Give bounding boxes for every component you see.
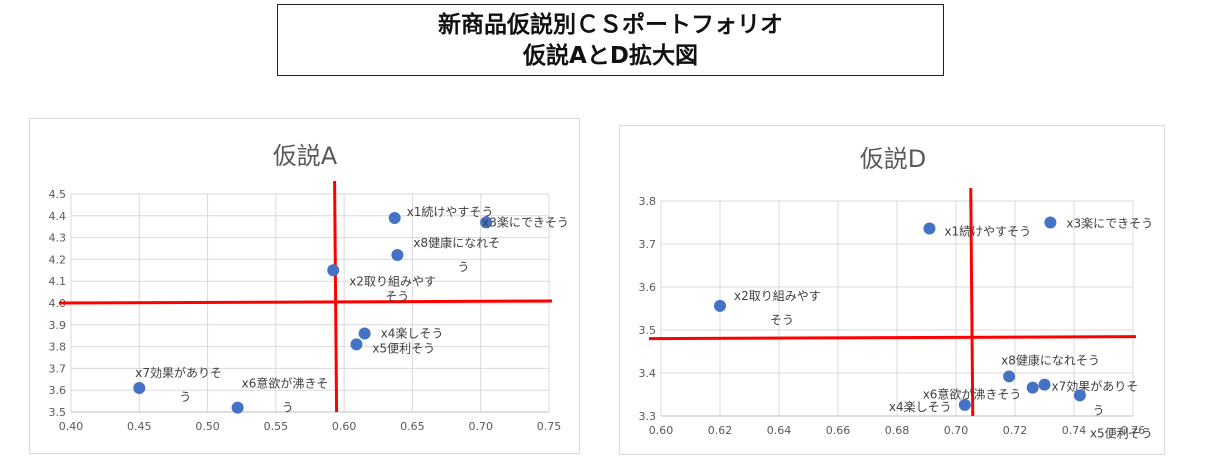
a-point-label: う [457,260,469,274]
a-point-label: x4楽しそう [381,327,444,341]
a-point-label: x1続けやすそう [407,205,494,219]
d-point-label: x5便利そう [1090,426,1153,440]
d-x-tick-label: 0.72 [1003,424,1028,437]
main-title-line2: 仮説AとD拡大図 [523,43,698,69]
chart-d-svg: 仮説D 3.3 3.4 3.5 3.6 3.7 3.8 0.60 0.62 0.64 0.66 0.6… [639,145,1154,440]
a-chart-title: 仮説A [273,142,338,170]
d-y-tick-label: 3.5 [639,324,657,337]
d-data-point [1026,381,1039,394]
a-point-label: x5便利そう [372,341,435,355]
d-data-point [958,398,971,411]
a-point-label: う [282,401,294,415]
a-y-tick-label: 4.5 [49,188,67,201]
a-data-point [133,382,146,395]
a-y-tick-label: 3.6 [49,384,67,397]
d-data-point [1003,370,1016,383]
d-y-tick-label: 3.4 [639,367,657,380]
d-data-point [1073,389,1086,402]
chart-a-svg: 仮説A 3.5 3.6 3.7 3.8 3.9 4.0 4.1 4.2 4.3 4.4 4.5 0.40… [49,142,569,433]
d-point-label: x1続けやすそう [944,225,1031,239]
a-x-tick-label: 0.60 [332,420,357,433]
a-y-tick-label: 4.3 [49,232,67,245]
a-data-point [231,401,244,414]
d-data-point [1044,216,1057,229]
a-y-tick-label: 4.4 [49,210,67,223]
a-x-tick-label: 0.55 [264,420,289,433]
a-point-label: x7効果がありそ [135,365,222,380]
d-y-tick-label: 3.8 [639,195,657,208]
d-point-label: x6意欲が沸きそう [923,387,1022,402]
main-title-box: 新商品仮説別ＣＳポートフォリオ 仮説AとD拡大図 [277,4,944,76]
a-point-label: x2取り組みやす [349,274,436,288]
a-data-point [480,216,493,229]
d-crosshair-vertical [969,187,975,417]
d-x-tick-label: 0.68 [885,424,910,437]
d-point-label: x2取り組みやす [734,289,821,303]
a-point-label: x8健康になれそ [413,235,500,250]
a-y-tick-label: 4.2 [49,253,67,266]
d-crosshair-horizontal [648,335,1137,341]
a-data-point [327,264,340,277]
a-point-label: そう [385,289,409,303]
d-point-label: う [1093,404,1105,418]
a-x-tick-label: 0.70 [468,420,493,433]
chart-hypothesis-a: 仮説A 3.5 3.6 3.7 3.8 3.9 4.0 4.1 4.2 4.3 4.4 4.5 0.40… [29,118,580,454]
d-x-tick-label: 0.70 [944,424,969,437]
d-data-point [923,222,936,235]
a-y-tick-label: 4.1 [49,275,67,288]
a-y-tick-label: 4.0 [49,297,67,310]
a-data-point [388,211,401,224]
main-title-line1: 新商品仮説別ＣＳポートフォリオ [438,12,783,38]
d-x-tick-label: 0.74 [1062,424,1087,437]
chart-hypothesis-d: 仮説D 3.3 3.4 3.5 3.6 3.7 3.8 0.60 0.62 0.64 0.66 0.6… [619,125,1165,455]
a-x-tick-label: 0.75 [537,420,562,433]
a-data-point [350,338,363,351]
a-x-tick-label: 0.40 [59,420,84,433]
d-y-tick-label: 3.6 [639,281,657,294]
d-y-tick-label: 3.7 [639,238,657,251]
d-x-tick-label: 0.66 [826,424,851,437]
d-x-tick-label: 0.60 [649,424,674,437]
a-y-tick-label: 3.5 [49,406,67,419]
d-data-point [1038,378,1051,391]
d-x-tick-label: 0.76 [1121,424,1146,437]
a-point-label: う [179,390,191,404]
a-y-tick-label: 3.7 [49,362,67,375]
d-data-point [714,299,726,312]
a-data-point [358,327,371,340]
d-point-label: x3楽にできそう [1066,217,1153,231]
a-y-tick-label: 3.8 [49,341,67,354]
d-y-tick-label: 3.3 [639,410,657,423]
d-point-label: x4楽しそう [889,400,952,414]
d-point-label: x7効果がありそ [1052,379,1139,394]
d-chart-title: 仮説D [860,145,926,173]
a-point-label: x6意欲が沸きそ [242,376,329,391]
a-x-tick-label: 0.65 [400,420,425,433]
a-crosshair-vertical [333,180,339,413]
d-point-label: そう [770,313,794,327]
a-x-tick-label: 0.50 [195,420,220,433]
a-y-tick-label: 3.9 [49,319,67,332]
d-point-label: x8健康になれそう [1001,352,1100,367]
a-data-point [391,249,404,262]
d-x-tick-label: 0.62 [708,424,733,437]
a-point-label: x3楽にできそう [482,215,569,229]
a-x-tick-label: 0.45 [127,420,152,433]
d-x-tick-label: 0.64 [767,424,792,437]
a-crosshair-horizontal [58,299,553,305]
